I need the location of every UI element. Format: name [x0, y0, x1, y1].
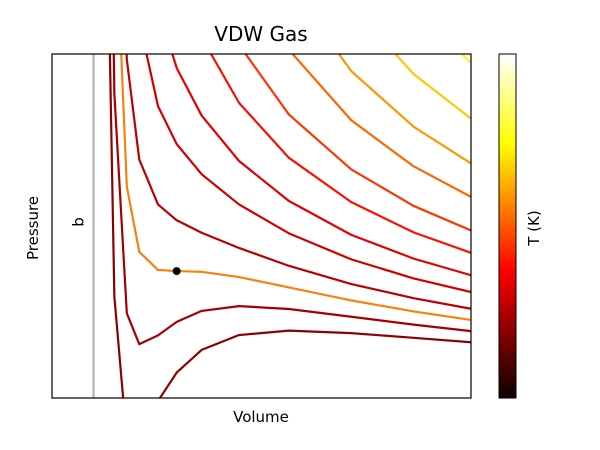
isotherm: [108, 54, 471, 398]
isotherm: [145, 54, 471, 294]
isotherm: [209, 54, 471, 254]
x-axis-label: Volume: [233, 408, 289, 426]
isotherm: [244, 54, 471, 232]
chart-title: VDW Gas: [214, 22, 307, 46]
y-axis-label: Pressure: [24, 196, 42, 260]
isotherm: [291, 54, 471, 198]
critical-point: [172, 267, 181, 276]
isotherm: [125, 54, 471, 310]
isotherm: [112, 54, 471, 346]
colorbar-label: T (K): [525, 210, 543, 246]
isotherm: [337, 54, 471, 165]
isotherm: [171, 54, 471, 277]
colorbar: [498, 53, 517, 399]
plot-frame: [51, 53, 472, 399]
b-label: b: [70, 217, 88, 227]
